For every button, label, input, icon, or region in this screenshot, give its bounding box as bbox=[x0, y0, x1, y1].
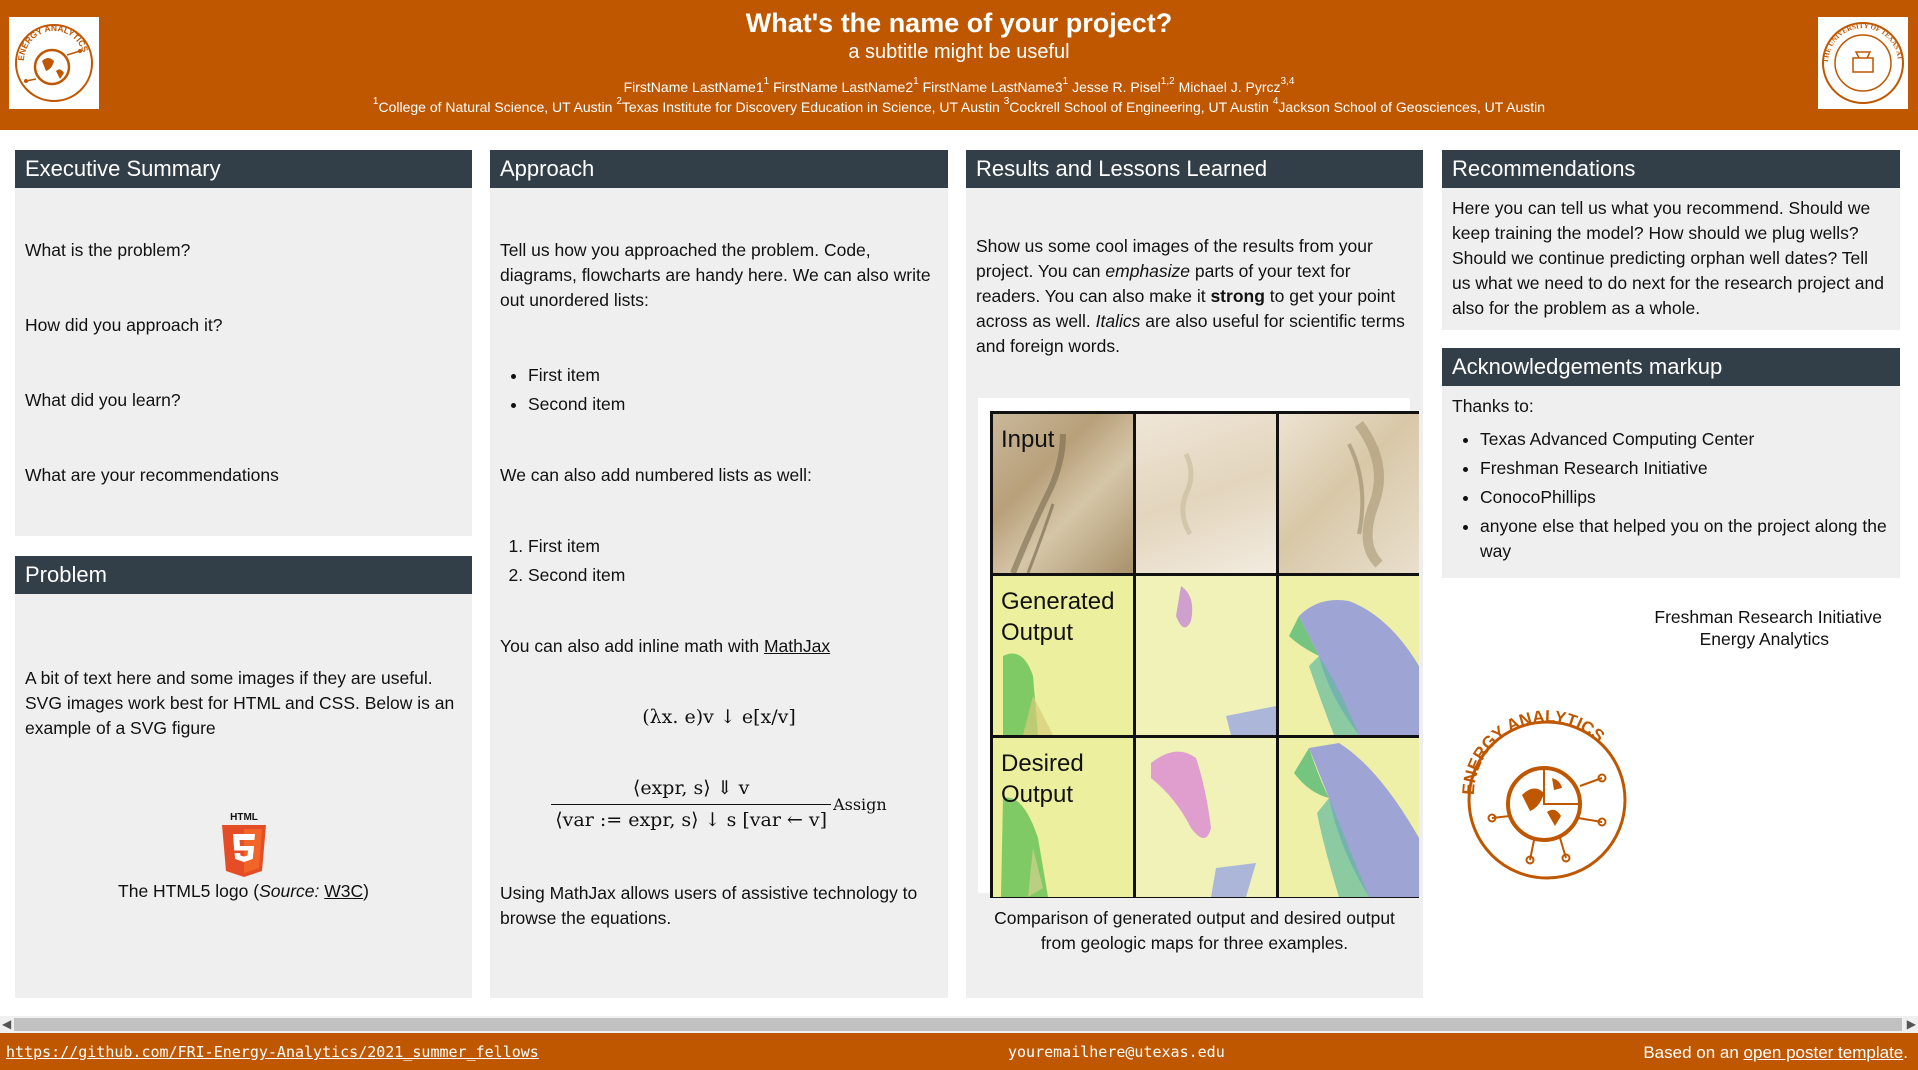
unordered-list: First item Second item bbox=[528, 363, 938, 417]
list-item: Freshman Research Initiative bbox=[1480, 456, 1890, 481]
desired-output-image bbox=[1279, 738, 1419, 897]
results-text: Show us some cool images of the results … bbox=[976, 236, 1405, 356]
author: FirstName LastName3 bbox=[922, 79, 1063, 95]
author-list: FirstName LastName11 FirstName LastName2… bbox=[623, 76, 1295, 95]
poster-footer: https://github.com/FRI-Energy-Analytics/… bbox=[0, 1033, 1918, 1070]
program-name: Freshman Research Initiative Energy Anal… bbox=[1654, 607, 1882, 649]
numbered-intro: We can also add numbered lists as well: bbox=[500, 465, 812, 485]
mathjax-link[interactable]: MathJax bbox=[763, 636, 831, 656]
equation-assign-rule: ⟨expr, s⟩ ⇓ v ⟨var := expr, s⟩ ↓ s [var … bbox=[500, 776, 938, 833]
desired-output-image bbox=[1136, 738, 1276, 897]
github-link[interactable]: https://github.com/FRI-Energy-Analytics/… bbox=[6, 1043, 539, 1061]
author: Michael J. Pyrcz bbox=[1178, 79, 1281, 95]
panel-heading: Results and Lessons Learned bbox=[966, 150, 1423, 188]
scrollbar-thumb[interactable] bbox=[14, 1018, 1902, 1031]
panel-heading: Recommendations bbox=[1442, 150, 1900, 188]
panel-heading: Approach bbox=[490, 150, 948, 188]
panel-heading: Executive Summary bbox=[15, 150, 472, 188]
generated-output-image: Generated Output bbox=[993, 576, 1133, 735]
input-image bbox=[1136, 414, 1276, 573]
results-panel: Results and Lessons Learned Show us some… bbox=[966, 150, 1423, 998]
w3c-link[interactable]: W3C bbox=[324, 881, 364, 901]
list-item: Second item bbox=[528, 563, 938, 588]
template-credit: Based on an open poster template. bbox=[1643, 1043, 1908, 1062]
ordered-list: First item Second item bbox=[528, 534, 938, 588]
svg-text:ENERGY ANALYTICS: ENERGY ANALYTICS bbox=[1459, 707, 1608, 796]
problem-panel: Problem A bit of text here and some imag… bbox=[15, 556, 472, 998]
contact-email: youremailhere@utexas.edu bbox=[1008, 1043, 1225, 1061]
list-item: anyone else that helped you on the proje… bbox=[1480, 514, 1890, 564]
scroll-left-icon[interactable]: ◀ bbox=[2, 1017, 12, 1031]
generated-output-image bbox=[1136, 576, 1276, 735]
scroll-right-icon[interactable]: ▶ bbox=[1906, 1017, 1916, 1031]
executive-summary-panel: Executive Summary What is the problem? H… bbox=[15, 150, 472, 536]
affiliation: Cockrell School of Engineering, UT Austi… bbox=[1009, 99, 1269, 115]
author: FirstName LastName1 bbox=[623, 79, 764, 95]
list-item: ConocoPhillips bbox=[1480, 485, 1890, 510]
row-label: Input bbox=[1001, 426, 1055, 453]
affiliation: Texas Institute for Discovery Education … bbox=[621, 99, 1000, 115]
affiliation-list: 1College of Natural Science, UT Austin 2… bbox=[372, 96, 1546, 115]
recommendations-panel: Recommendations Here you can tell us wha… bbox=[1442, 150, 1900, 330]
summary-question: What are your recommendations bbox=[25, 465, 279, 485]
desired-output-image: Desired Output bbox=[993, 738, 1133, 897]
summary-question: How did you approach it? bbox=[25, 315, 223, 335]
input-image: Input bbox=[993, 414, 1133, 573]
list-item: First item bbox=[528, 534, 938, 559]
horizontal-scrollbar[interactable]: ◀ ▶ bbox=[0, 1016, 1918, 1033]
row-label: Generated Output bbox=[1001, 588, 1115, 646]
results-figure: Input Generated Output Desired O bbox=[978, 398, 1419, 898]
generated-output-image bbox=[1279, 576, 1419, 735]
figure-caption: Comparison of generated output and desir… bbox=[994, 908, 1395, 953]
acknowledgement-list: Texas Advanced Computing Center Freshman… bbox=[1480, 427, 1890, 564]
summary-question: What is the problem? bbox=[25, 240, 191, 260]
approach-outro: Using MathJax allows users of assistive … bbox=[500, 883, 918, 928]
problem-text: A bit of text here and some images if th… bbox=[25, 668, 455, 738]
math-intro: You can also add inline math with MathJa… bbox=[500, 636, 831, 656]
summary-question: What did you learn? bbox=[25, 390, 181, 410]
equation-beta-reduction: (λx. e)v ↓ e[x/v] bbox=[642, 706, 796, 728]
list-item: First item bbox=[528, 363, 938, 388]
poster-template-link[interactable]: open poster template bbox=[1743, 1043, 1904, 1062]
author: FirstName LastName2 bbox=[773, 79, 914, 95]
ut-seal-logo: THE UNIVERSITY OF TEXAS AT AUSTIN bbox=[1818, 17, 1908, 109]
list-item: Texas Advanced Computing Center bbox=[1480, 427, 1890, 452]
poster-header: ENERGY ANALYTICS What's the name of your… bbox=[0, 0, 1918, 130]
author: Jesse R. Pisel bbox=[1072, 79, 1161, 95]
thanks-label: Thanks to: bbox=[1452, 396, 1534, 416]
acknowledgements-panel: Acknowledgements markup Thanks to: Texas… bbox=[1442, 348, 1900, 578]
affiliation: Jackson School of Geosciences, UT Austin bbox=[1278, 99, 1546, 115]
poster-title: What's the name of your project? bbox=[745, 8, 1173, 38]
html5-caption: The HTML5 logo (Source: W3C) bbox=[118, 881, 369, 901]
approach-panel: Approach Tell us how you approached the … bbox=[490, 150, 948, 998]
energy-analytics-logo: ENERGY ANALYTICS bbox=[9, 17, 99, 109]
svg-text:THE UNIVERSITY OF TEXAS AT AUS: THE UNIVERSITY OF TEXAS AT AUSTIN bbox=[1820, 20, 1904, 63]
panel-heading: Acknowledgements markup bbox=[1442, 348, 1900, 386]
input-image bbox=[1279, 414, 1419, 573]
panel-heading: Problem bbox=[15, 556, 472, 594]
list-item: Second item bbox=[528, 392, 938, 417]
row-label: Desired Output bbox=[1001, 750, 1084, 808]
energy-analytics-large-logo: ENERGY ANALYTICS bbox=[1452, 700, 1642, 895]
poster-subtitle: a subtitle might be useful bbox=[848, 41, 1070, 63]
svg-text:HTML: HTML bbox=[230, 812, 258, 823]
approach-intro: Tell us how you approached the problem. … bbox=[500, 240, 931, 310]
affiliation: College of Natural Science, UT Austin bbox=[378, 99, 613, 115]
html5-logo-icon: HTML bbox=[221, 812, 266, 877]
recommendations-text: Here you can tell us what you recommend.… bbox=[1452, 198, 1884, 318]
